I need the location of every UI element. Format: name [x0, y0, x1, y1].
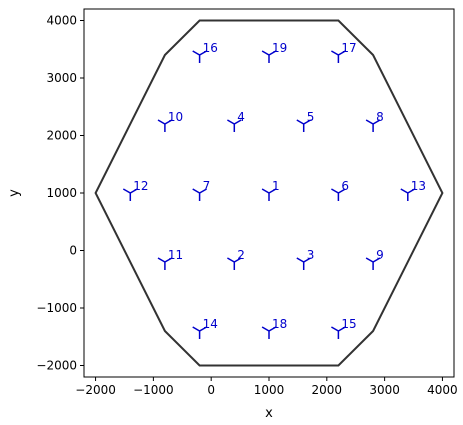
tri-marker — [227, 119, 242, 132]
x-tick-label: −2000 — [75, 383, 116, 397]
tri-marker — [157, 257, 173, 270]
x-tick-label: 0 — [207, 383, 215, 397]
point-19: 19 — [261, 41, 287, 63]
x-axis-label: x — [265, 406, 273, 421]
point-label: 16 — [203, 41, 218, 55]
tri-marker — [296, 119, 311, 132]
tri-marker — [261, 326, 277, 339]
point-label: 14 — [203, 317, 218, 331]
x-axis: −2000 −1000 0 1000 2000 3000 4000 — [75, 377, 458, 397]
tri-marker — [365, 119, 381, 132]
boundary-layer — [94, 19, 444, 367]
x-tick-label: 3000 — [369, 383, 400, 397]
point-5: 5 — [296, 110, 315, 132]
point-6: 6 — [331, 179, 349, 201]
point-13: 13 — [400, 179, 426, 201]
point-15: 15 — [331, 317, 357, 339]
point-17: 17 — [331, 41, 357, 63]
y-tick-label: 0 — [69, 244, 77, 258]
point-14: 14 — [192, 317, 218, 339]
point-18: 18 — [261, 317, 287, 339]
point-label: 1 — [272, 179, 280, 193]
point-label: 11 — [168, 248, 183, 262]
point-label: 6 — [341, 179, 349, 193]
tri-marker — [296, 257, 311, 270]
tri-marker — [157, 119, 173, 132]
tri-marker — [331, 50, 346, 63]
point-4: 4 — [227, 110, 245, 132]
point-label: 3 — [307, 248, 315, 262]
tri-marker — [261, 50, 277, 63]
tri-marker — [261, 188, 277, 201]
tri-marker — [331, 326, 346, 339]
point-label: 9 — [376, 248, 384, 262]
point-11: 11 — [157, 248, 183, 270]
point-label: 19 — [272, 41, 287, 55]
point-label: 15 — [341, 317, 356, 331]
x-tick-label: 1000 — [254, 383, 285, 397]
y-axis: −2000 −1000 0 1000 2000 3000 4000 — [36, 14, 84, 373]
point-16: 16 — [192, 41, 218, 63]
point-label: 5 — [307, 110, 315, 124]
point-label: 12 — [133, 179, 148, 193]
y-tick-label: 2000 — [46, 129, 77, 143]
tri-marker — [365, 257, 381, 270]
point-8: 8 — [365, 110, 384, 132]
x-tick-label: 4000 — [427, 383, 458, 397]
y-tick-label: 4000 — [46, 14, 77, 28]
tri-marker — [192, 326, 207, 339]
tri-marker — [192, 188, 207, 201]
tri-marker — [331, 188, 346, 201]
point-label: 8 — [376, 110, 384, 124]
point-label: 2 — [237, 248, 245, 262]
x-tick-label: 2000 — [312, 383, 343, 397]
x-tick-label: −1000 — [133, 383, 174, 397]
hexagon-boundary — [94, 19, 444, 367]
y-tick-label: 1000 — [46, 186, 77, 200]
tri-marker — [192, 50, 207, 63]
point-label: 13 — [411, 179, 426, 193]
y-tick-label: −2000 — [36, 359, 77, 373]
tri-marker — [400, 188, 416, 201]
y-tick-label: 3000 — [46, 71, 77, 85]
point-9: 9 — [365, 248, 384, 270]
point-12: 12 — [122, 179, 149, 201]
tri-marker — [227, 257, 242, 270]
point-label: 7 — [203, 179, 211, 193]
point-7: 7 — [192, 179, 211, 201]
point-label: 18 — [272, 317, 287, 331]
point-2: 2 — [227, 248, 245, 270]
point-label: 4 — [237, 110, 245, 124]
point-10: 10 — [157, 110, 183, 132]
point-label: 17 — [341, 41, 356, 55]
point-3: 3 — [296, 248, 315, 270]
tri-marker — [122, 188, 138, 201]
point-1: 1 — [261, 179, 280, 201]
point-label: 10 — [168, 110, 183, 124]
y-axis-label: y — [7, 189, 22, 197]
y-tick-label: −1000 — [36, 301, 77, 315]
